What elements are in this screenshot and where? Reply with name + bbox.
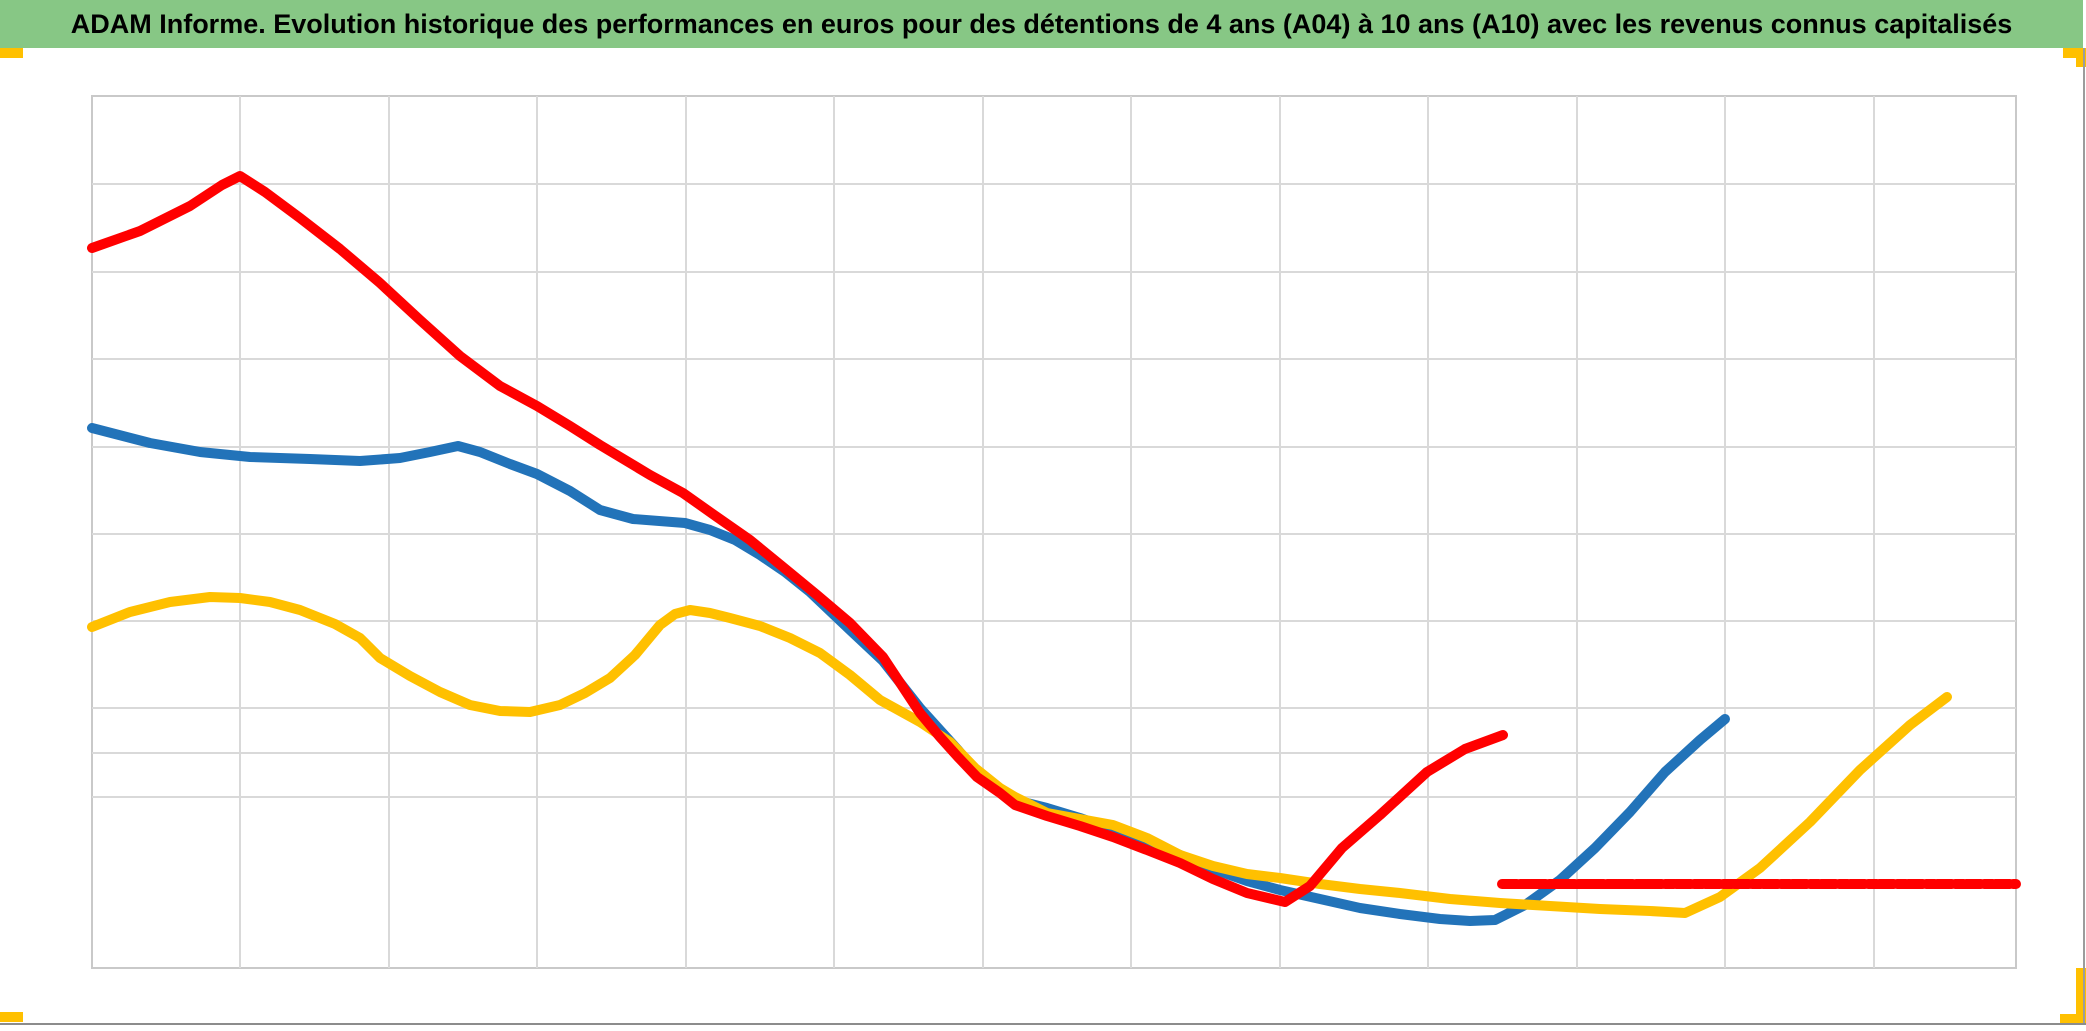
title-bar: ADAM Informe. Evolution historique des p…	[0, 0, 2083, 48]
bottom-edge-rule	[0, 1023, 2086, 1025]
corner-accent-bottom-left	[0, 1012, 23, 1022]
corner-accent-top-right-h	[2063, 48, 2086, 58]
corner-accent-top-left	[0, 48, 23, 58]
blue-line	[87, 423, 1730, 926]
plot-area-border	[91, 95, 2017, 969]
yellow-line	[87, 592, 1952, 918]
corner-accent-top-right-v	[2076, 48, 2086, 67]
right-edge-rule	[2083, 48, 2085, 1024]
corner-accent-bottom-right-h	[2060, 1014, 2086, 1024]
corner-accent-bottom-right-v	[2076, 968, 2086, 1024]
red-line	[87, 171, 1508, 907]
page-title: ADAM Informe. Evolution historique des p…	[70, 8, 2013, 39]
